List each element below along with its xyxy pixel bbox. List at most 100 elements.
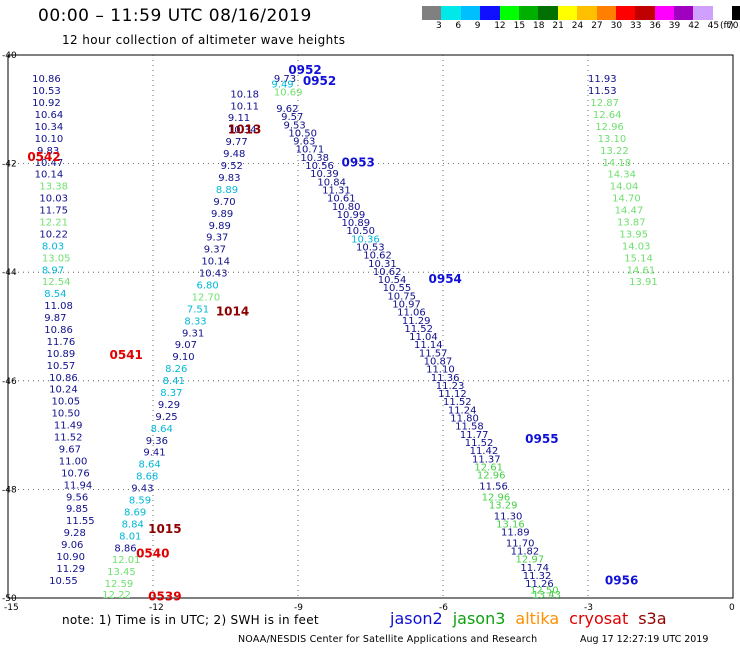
- wave-height-label: 10.86: [49, 373, 78, 384]
- wave-height-label: 11.00: [59, 456, 88, 467]
- wave-height-label: 9.89: [209, 221, 231, 232]
- pass-time-label: 1015: [148, 522, 181, 536]
- wave-height-label: 9.37: [204, 245, 226, 256]
- wave-height-label: 10.64: [35, 110, 64, 121]
- wave-height-label: 13.22: [600, 146, 629, 157]
- wave-height-label: 11.04: [409, 332, 438, 343]
- wave-height-label: 12.70: [192, 292, 221, 303]
- color-scale-label: 36: [649, 21, 661, 31]
- wave-height-label: 10.54: [378, 275, 407, 286]
- wave-height-label: 11.52: [465, 438, 494, 449]
- wave-height-label: 11.30: [494, 511, 523, 522]
- wave-height-label: 10.75: [387, 291, 416, 302]
- wave-height-label: 10.34: [35, 122, 64, 133]
- wave-height-label: 12.54: [42, 277, 71, 288]
- wave-height-label: 11.75: [39, 206, 68, 217]
- wave-height-label: 9.07: [175, 340, 197, 351]
- color-swatch: [480, 6, 500, 20]
- wave-height-label: 12.97: [516, 555, 545, 566]
- wave-height-label: 11.82: [511, 547, 540, 558]
- wave-height-label: 13.95: [619, 229, 648, 240]
- wave-height-label: 10.80: [332, 202, 361, 213]
- color-scale-label: 42: [688, 21, 700, 31]
- wave-height-label: 10.10: [35, 134, 64, 145]
- wave-height-label: 11.12: [438, 389, 467, 400]
- wave-height-label: 11.32: [523, 571, 552, 582]
- pass-time-label: 0953: [342, 155, 375, 169]
- wave-height-label: 8.54: [44, 289, 66, 300]
- wave-height-label: 7.51: [187, 304, 209, 315]
- wave-height-label: 9.70: [213, 197, 235, 208]
- units-note: note: 1) Time is in UTC; 2) SWH is in fe…: [62, 613, 319, 627]
- wave-height-label: 9.83: [218, 173, 240, 184]
- wave-height-label: 10.89: [47, 349, 76, 360]
- wave-height-label: 14.70: [612, 194, 641, 205]
- wave-height-label: 9.37: [206, 233, 228, 244]
- wave-height-label: 9.06: [61, 540, 83, 551]
- wave-height-label: 9.62: [276, 104, 298, 115]
- color-scale-unit: (ft): [720, 21, 734, 31]
- wave-height-label: 13.91: [629, 277, 658, 288]
- wave-height-label: 11.58: [455, 422, 484, 433]
- wave-height-label: 11.80: [450, 414, 479, 425]
- wave-height-label: 11.57: [419, 348, 448, 359]
- pass-time-label: 0952: [288, 63, 321, 77]
- wave-height-label: 13.05: [42, 253, 71, 264]
- wave-height-label: 13.87: [617, 218, 646, 229]
- wave-height-label: 8.89: [216, 185, 238, 196]
- wave-height-label: 10.55: [49, 576, 78, 587]
- pass-time-label: 1013: [228, 123, 261, 137]
- color-swatch: [422, 6, 442, 20]
- legend-entry: cryosat: [569, 609, 629, 628]
- legend-entry: s3a: [638, 609, 667, 628]
- wave-height-label: 10.61: [327, 194, 356, 205]
- wave-height-label: 8.37: [160, 388, 182, 399]
- wave-height-label: 11.93: [588, 74, 617, 85]
- wave-height-label: 12.01: [112, 555, 141, 566]
- color-scale-label: 33: [630, 21, 642, 31]
- wave-height-label: 8.68: [136, 472, 158, 483]
- wave-height-label: 8.84: [122, 519, 144, 530]
- wave-height-label: 10.89: [342, 218, 371, 229]
- color-swatch: [712, 6, 733, 20]
- wave-height-label: 11.55: [66, 516, 95, 527]
- wave-height-label: 10.24: [49, 385, 78, 396]
- x-tick-label: 0: [729, 603, 735, 613]
- wave-height-label: 8.26: [165, 364, 187, 375]
- color-swatch: [732, 6, 740, 20]
- wave-height-label: 9.89: [211, 209, 233, 220]
- color-swatch: [499, 6, 519, 20]
- wave-height-label: 14.04: [610, 182, 639, 193]
- wave-height-label: 9.57: [281, 112, 303, 123]
- wave-height-label: 14.18: [603, 158, 632, 169]
- wave-height-label: 12.50: [530, 586, 559, 597]
- wave-height-label: 10.11: [230, 101, 259, 112]
- wave-height-label: 14.61: [627, 265, 656, 276]
- wave-height-label: 12.61: [474, 462, 503, 473]
- y-tick-label: -46: [2, 377, 17, 387]
- wave-height-label: 11.94: [64, 480, 93, 491]
- wave-height-label: 12.64: [593, 110, 622, 121]
- wave-height-label: 8.97: [42, 265, 64, 276]
- plot-frame: [7, 54, 734, 599]
- wave-height-label: 12.96: [477, 471, 506, 482]
- y-tick-label: -44: [2, 268, 17, 278]
- legend-entry: altika: [515, 609, 560, 628]
- y-tick-label: -50: [2, 594, 17, 604]
- wave-height-label: 10.36: [351, 234, 380, 245]
- color-swatch: [596, 6, 616, 20]
- wave-height-label: 10.84: [317, 177, 346, 188]
- generated-timestamp: Aug 17 12:27:19 UTC 2019: [580, 634, 709, 645]
- wave-height-label: 8.01: [119, 531, 141, 542]
- wave-height-label: 10.92: [32, 98, 61, 109]
- wave-height-label: 10.62: [373, 267, 402, 278]
- wave-height-label: 11.08: [44, 301, 73, 312]
- color-scale-labels: 3 6 9 12 15 18 21 24 27 30 33 36 39 42 45 70 (ft): [422, 21, 740, 33]
- wave-height-label: 10.43: [199, 269, 228, 280]
- wave-height-label: 13.45: [107, 567, 136, 578]
- wave-height-label: 9.31: [182, 328, 204, 339]
- color-scale-label: 15: [513, 21, 526, 31]
- wave-height-label: 15.14: [624, 253, 653, 264]
- wave-height-label: 11.37: [472, 454, 501, 465]
- wave-height-label: 8.59: [129, 496, 151, 507]
